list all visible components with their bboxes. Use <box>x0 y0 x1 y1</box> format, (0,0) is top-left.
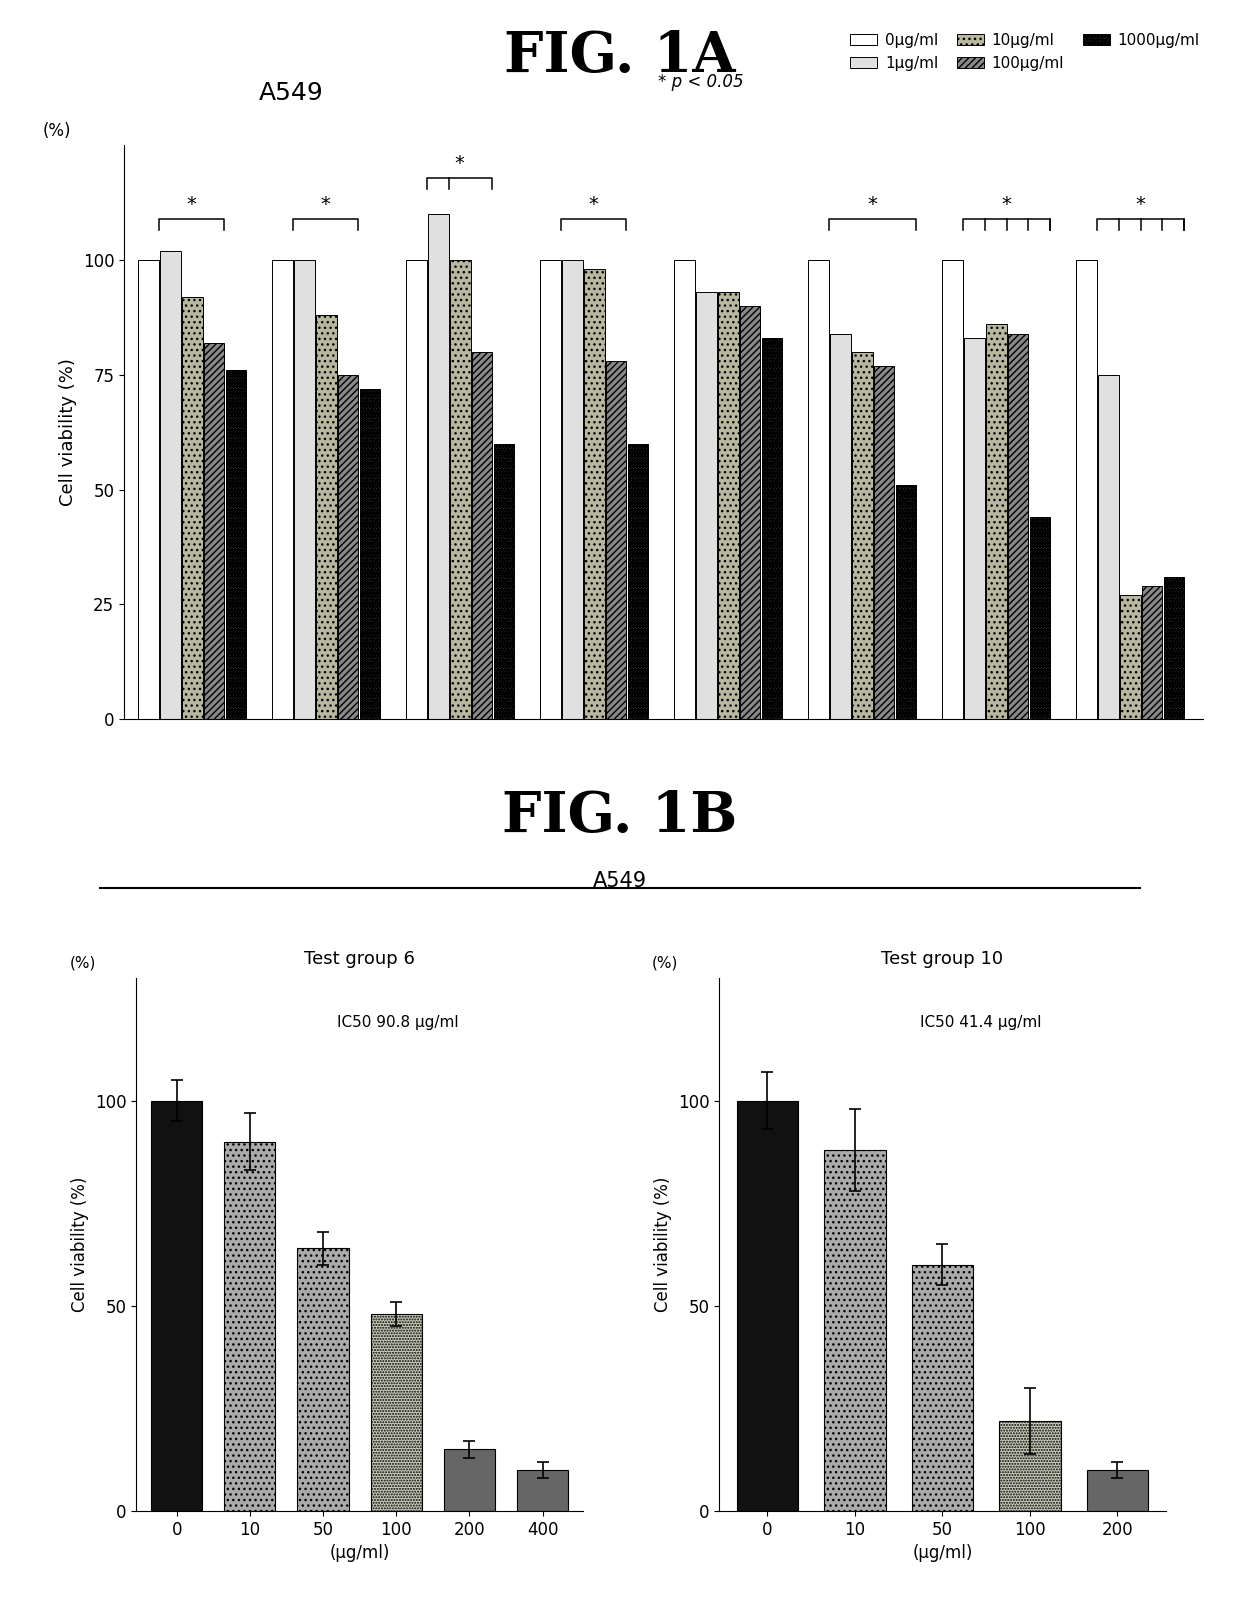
Bar <box>1008 333 1028 719</box>
Bar <box>831 333 851 719</box>
Bar <box>740 305 760 719</box>
Bar <box>942 260 962 719</box>
Bar <box>1164 577 1184 719</box>
X-axis label: (μg/ml): (μg/ml) <box>913 1545 972 1563</box>
Legend: 0μg/ml, 1μg/ml, 10μg/ml, 100μg/ml, 1000μg/ml: 0μg/ml, 1μg/ml, 10μg/ml, 100μg/ml, 1000μ… <box>843 27 1207 76</box>
Bar <box>852 352 873 719</box>
Text: *: * <box>187 196 197 215</box>
Text: A549: A549 <box>259 81 324 105</box>
Text: IC50 90.8 μg/ml: IC50 90.8 μg/ml <box>337 1015 459 1029</box>
Bar <box>606 360 626 719</box>
Bar <box>696 292 717 719</box>
Bar <box>911 1265 973 1511</box>
Bar <box>472 352 492 719</box>
Bar <box>316 315 336 719</box>
Y-axis label: Cell viability (%): Cell viability (%) <box>60 359 77 506</box>
Bar <box>339 375 358 719</box>
Bar <box>371 1314 422 1511</box>
Bar <box>627 444 649 719</box>
Bar <box>205 343 224 719</box>
Bar <box>895 485 916 719</box>
Text: A549: A549 <box>593 871 647 890</box>
Bar <box>718 292 739 719</box>
Text: (%): (%) <box>43 121 72 139</box>
Bar <box>541 260 560 719</box>
Text: (%): (%) <box>652 955 678 970</box>
Bar <box>182 297 202 719</box>
Bar <box>1099 375 1118 719</box>
Bar <box>986 325 1007 719</box>
Bar <box>737 1100 799 1511</box>
Bar <box>226 370 247 719</box>
Text: *: * <box>1136 196 1146 215</box>
Title: Test group 6: Test group 6 <box>304 950 415 968</box>
Bar <box>494 444 515 719</box>
Bar <box>584 270 605 719</box>
Text: (%): (%) <box>69 955 95 970</box>
Bar <box>151 1100 202 1511</box>
Bar <box>450 260 471 719</box>
Bar <box>825 1151 885 1511</box>
Text: *: * <box>589 196 599 215</box>
Bar <box>1030 517 1050 719</box>
Bar <box>139 260 159 719</box>
Bar <box>360 389 381 719</box>
Text: *: * <box>1002 196 1012 215</box>
Text: *: * <box>868 196 878 215</box>
Text: FIG. 1B: FIG. 1B <box>502 789 738 844</box>
Bar <box>517 1471 568 1511</box>
Bar <box>444 1450 495 1511</box>
Title: Test group 10: Test group 10 <box>882 950 1003 968</box>
Text: FIG. 1A: FIG. 1A <box>505 29 735 84</box>
Text: *: * <box>455 154 465 173</box>
Bar <box>874 365 894 719</box>
Bar <box>1076 260 1097 719</box>
Bar <box>224 1143 275 1511</box>
Bar <box>1142 587 1162 719</box>
Y-axis label: Cell viability (%): Cell viability (%) <box>72 1176 89 1312</box>
Bar <box>761 338 782 719</box>
X-axis label: (μg/ml): (μg/ml) <box>330 1545 389 1563</box>
Bar <box>1086 1471 1148 1511</box>
Bar <box>1120 595 1141 719</box>
Bar <box>808 260 828 719</box>
Bar <box>298 1249 348 1511</box>
Bar <box>428 215 449 719</box>
Bar <box>675 260 694 719</box>
Bar <box>294 260 315 719</box>
Bar <box>273 260 293 719</box>
Bar <box>965 338 985 719</box>
Y-axis label: Cell viability (%): Cell viability (%) <box>655 1176 672 1312</box>
Bar <box>407 260 427 719</box>
Text: IC50 41.4 μg/ml: IC50 41.4 μg/ml <box>920 1015 1042 1029</box>
Text: *: * <box>321 196 331 215</box>
Bar <box>160 250 181 719</box>
Bar <box>999 1420 1060 1511</box>
Text: * p < 0.05: * p < 0.05 <box>658 73 744 90</box>
Bar <box>562 260 583 719</box>
